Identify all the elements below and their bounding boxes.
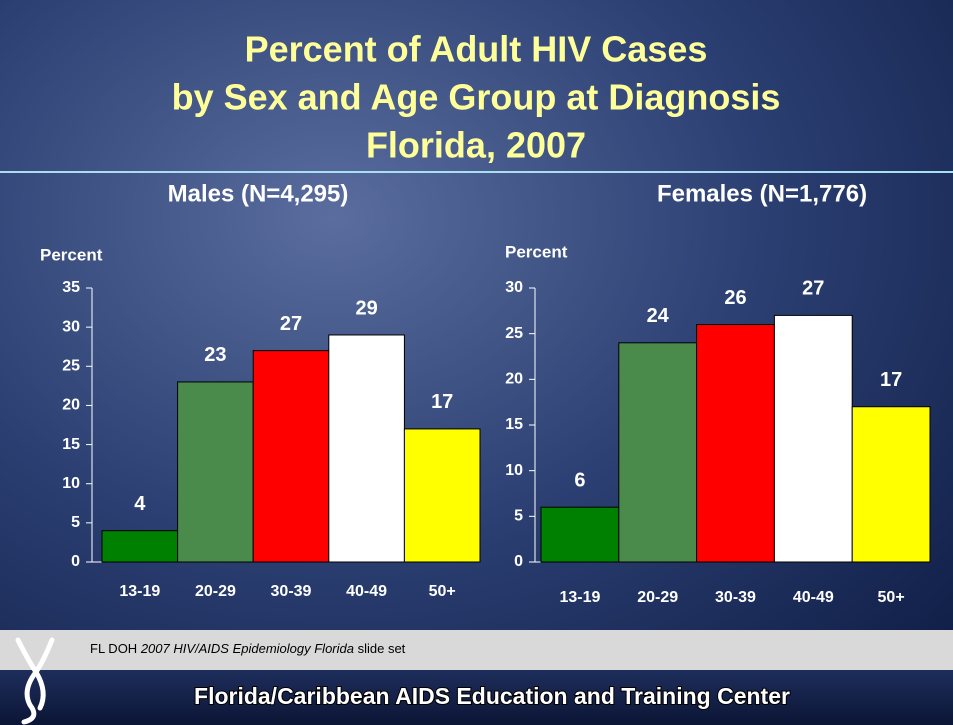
- bar: [540, 506, 620, 563]
- title-line: Percent of Adult HIV Cases: [245, 29, 708, 70]
- bar: [773, 314, 853, 563]
- y-tick-label: 25: [505, 325, 523, 342]
- y-tick-label: 30: [505, 279, 523, 296]
- x-tick-label: 13-19: [559, 589, 600, 606]
- x-tick-label: 30-39: [271, 583, 312, 600]
- y-axis-label: Percent: [40, 245, 103, 264]
- x-tick-label: 50+: [878, 589, 905, 606]
- y-tick-label: 35: [62, 279, 80, 296]
- value-label: 23: [204, 344, 226, 366]
- y-tick-label: 10: [505, 462, 523, 479]
- title-line: Florida, 2007: [366, 125, 586, 166]
- value-label: 17: [431, 391, 453, 413]
- value-label: 27: [802, 278, 824, 300]
- bar: [177, 381, 254, 563]
- source-part: FL DOH: [90, 641, 141, 656]
- x-tick-label: 30-39: [715, 589, 756, 606]
- source-part: 2007 HIV/AIDS Epidemiology Florida: [140, 641, 354, 656]
- value-label: 17: [880, 369, 902, 391]
- y-tick-label: 25: [62, 358, 80, 375]
- logo: [15, 637, 55, 725]
- y-tick-label: 15: [62, 436, 80, 453]
- y-tick-label: 30: [62, 318, 80, 335]
- x-tick-label: 50+: [429, 583, 456, 600]
- y-tick-label: 0: [514, 553, 523, 570]
- y-tick-label: 20: [505, 371, 523, 388]
- value-label: 27: [280, 313, 302, 335]
- source: FL DOH 2007 HIV/AIDS Epidemiology Florid…: [90, 641, 406, 656]
- bar: [328, 334, 405, 563]
- value-label: 26: [724, 287, 746, 309]
- y-tick-label: 15: [505, 416, 523, 433]
- bar: [618, 342, 698, 563]
- x-tick-label: 40-49: [346, 583, 387, 600]
- y-tick-label: 10: [62, 475, 80, 492]
- bar: [696, 324, 775, 563]
- x-tick-label: 13-19: [119, 583, 160, 600]
- value-label: 6: [574, 469, 585, 491]
- y-axis-label: Percent: [505, 242, 568, 261]
- value-label: 29: [355, 297, 377, 319]
- chart-title: Males (N=4,295): [168, 180, 349, 207]
- source-band: [0, 630, 953, 670]
- x-tick-label: 20-29: [195, 583, 236, 600]
- y-tick-label: 5: [71, 514, 80, 531]
- value-label: 24: [647, 305, 670, 327]
- y-tick-label: 5: [514, 508, 523, 525]
- footer-band: [0, 670, 953, 725]
- x-tick-label: 20-29: [637, 589, 678, 606]
- title-line: by Sex and Age Group at Diagnosis: [172, 77, 781, 118]
- chart-title: Females (N=1,776): [657, 180, 867, 207]
- x-tick-label: 40-49: [793, 589, 834, 606]
- y-tick-label: 20: [62, 397, 80, 414]
- source-part: slide set: [354, 641, 406, 656]
- y-tick-label: 0: [71, 553, 80, 570]
- bar: [101, 530, 179, 563]
- footer: Florida/Caribbean AIDS Education and Tra…: [194, 683, 790, 709]
- bar: [403, 428, 481, 563]
- value-label: 4: [134, 493, 146, 515]
- bar: [851, 406, 931, 563]
- bar: [252, 350, 330, 563]
